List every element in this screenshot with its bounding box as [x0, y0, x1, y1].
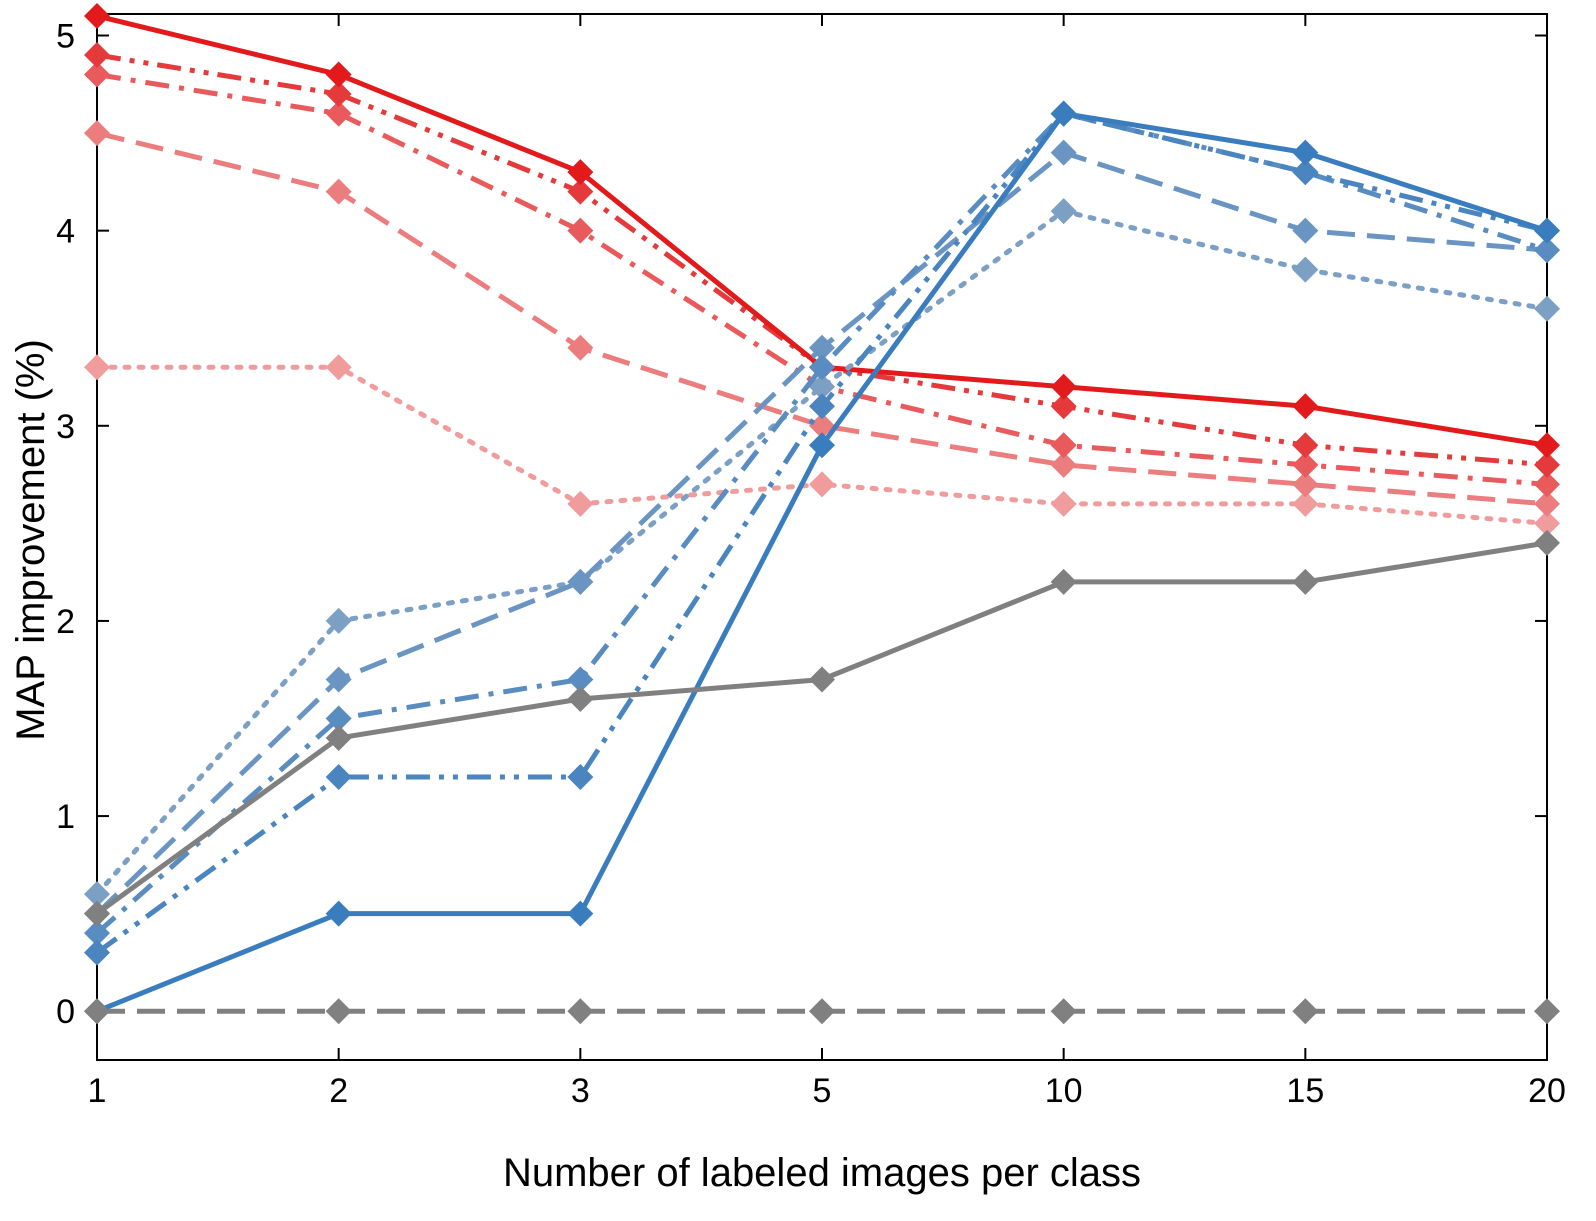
- y-tick-label: 4: [56, 213, 75, 251]
- marker: [1292, 432, 1319, 459]
- marker: [1050, 139, 1077, 166]
- marker: [1292, 139, 1319, 166]
- marker: [567, 900, 594, 927]
- x-tick-label: 20: [1528, 1072, 1566, 1110]
- marker: [1292, 256, 1319, 283]
- marker: [84, 881, 110, 908]
- y-tick-label: 3: [56, 408, 75, 446]
- marker: [1292, 159, 1319, 186]
- marker: [325, 725, 352, 752]
- x-tick-label: 5: [813, 1072, 832, 1110]
- marker: [84, 939, 110, 966]
- marker: [84, 920, 110, 947]
- marker: [1050, 393, 1077, 420]
- series-line: [96, 110, 1548, 1014]
- y-tick-label: 1: [56, 798, 75, 836]
- marker: [1292, 451, 1319, 478]
- marker: [84, 42, 110, 69]
- marker: [325, 61, 352, 88]
- marker: [1534, 237, 1560, 264]
- x-tick-label: 3: [571, 1072, 590, 1110]
- marker: [84, 998, 110, 1025]
- series-line: [94, 208, 1550, 897]
- marker: [1292, 568, 1319, 595]
- marker: [325, 81, 352, 108]
- marker: [1292, 393, 1319, 420]
- marker: [1534, 451, 1560, 478]
- x-tick-label: 2: [329, 1072, 348, 1110]
- marker: [1050, 100, 1077, 127]
- marker: [1050, 451, 1077, 478]
- marker: [1050, 490, 1077, 517]
- series-line: [95, 110, 1548, 936]
- marker: [1534, 217, 1560, 244]
- marker: [809, 393, 835, 420]
- marker: [1292, 490, 1319, 517]
- series-line: [95, 540, 1548, 916]
- marker: [1292, 217, 1319, 244]
- marker: [809, 354, 835, 381]
- marker: [567, 685, 594, 712]
- marker: [325, 354, 352, 381]
- marker: [567, 998, 594, 1025]
- marker: [325, 705, 352, 732]
- marker: [84, 900, 110, 927]
- plot-frame: [96, 13, 1548, 1061]
- marker: [1050, 198, 1077, 225]
- marker: [567, 764, 594, 791]
- marker: [325, 607, 352, 634]
- y-tick-label: 5: [56, 18, 75, 56]
- x-axis-label: Number of labeled images per class: [503, 1151, 1141, 1195]
- marker: [809, 432, 835, 459]
- marker: [1534, 510, 1560, 537]
- marker: [1292, 998, 1319, 1025]
- marker: [809, 471, 835, 498]
- marker: [809, 666, 835, 693]
- x-tick-label: 1: [88, 1072, 107, 1110]
- marker: [567, 334, 594, 361]
- marker: [1050, 568, 1077, 595]
- marker: [325, 900, 352, 927]
- marker: [325, 100, 352, 127]
- marker: [325, 178, 352, 205]
- marker: [567, 217, 594, 244]
- y-tick-label: 0: [56, 993, 75, 1031]
- marker: [325, 764, 352, 791]
- marker: [1534, 998, 1560, 1025]
- marker: [1534, 295, 1560, 322]
- marker: [809, 373, 835, 400]
- marker: [325, 998, 352, 1025]
- marker: [567, 568, 594, 595]
- y-tick-label: 2: [56, 603, 75, 641]
- marker: [84, 3, 110, 29]
- marker: [84, 120, 110, 147]
- marker: [1534, 471, 1560, 498]
- series-line: [95, 110, 1548, 955]
- x-tick-label: 10: [1045, 1072, 1083, 1110]
- marker: [84, 354, 110, 381]
- marker: [567, 490, 594, 517]
- marker: [567, 178, 594, 205]
- marker: [809, 998, 835, 1025]
- y-axis-label: MAP improvement (%): [9, 339, 53, 741]
- marker: [325, 666, 352, 693]
- marker: [567, 666, 594, 693]
- marker: [567, 159, 594, 186]
- marker: [1534, 432, 1560, 459]
- marker: [84, 61, 110, 88]
- series-line: [95, 149, 1548, 916]
- marker: [1050, 432, 1077, 459]
- marker: [1050, 373, 1077, 400]
- marker: [1292, 471, 1319, 498]
- marker: [809, 334, 835, 361]
- x-tick-label: 15: [1286, 1072, 1324, 1110]
- marker: [1534, 490, 1560, 517]
- marker: [1050, 998, 1077, 1025]
- marker: [1534, 529, 1560, 556]
